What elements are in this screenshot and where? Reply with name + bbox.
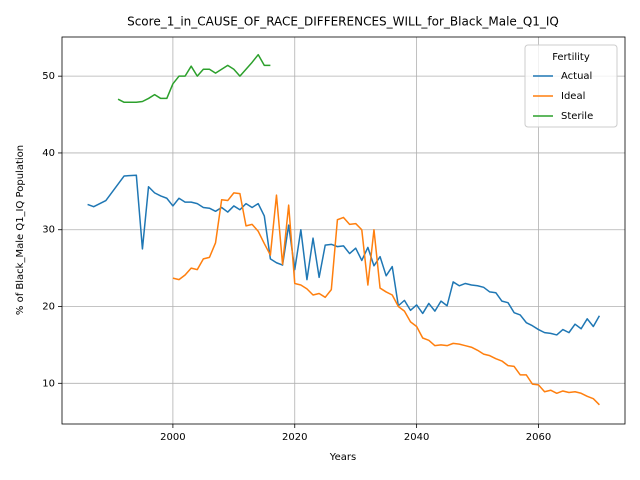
legend-label: Actual [561,71,592,82]
x-axis-label: Years [329,452,356,463]
y-axis-label: % of Black_Male Q1_IQ Population [15,145,26,315]
legend-label: Sterile [561,111,593,122]
y-tick-label: 40 [42,148,55,159]
x-tick-label: 2000 [160,432,185,443]
legend-title: Fertility [552,52,590,63]
legend-label: Ideal [561,91,585,102]
x-tick-label: 2020 [282,432,307,443]
legend-box [524,44,618,128]
x-tick-label: 2040 [404,432,429,443]
x-tick-label: 2060 [526,432,551,443]
line-series [87,174,601,336]
y-tick-label: 30 [42,225,55,236]
line-series [172,192,600,406]
y-tick-label: 10 [42,378,55,389]
line-series [117,53,271,104]
chart-title: Score_1_in_CAUSE_OF_RACE_DIFFERENCES_WIL… [127,15,559,29]
y-tick-label: 50 [42,71,55,82]
y-tick-label: 20 [42,302,55,313]
plot-frame [61,36,626,425]
